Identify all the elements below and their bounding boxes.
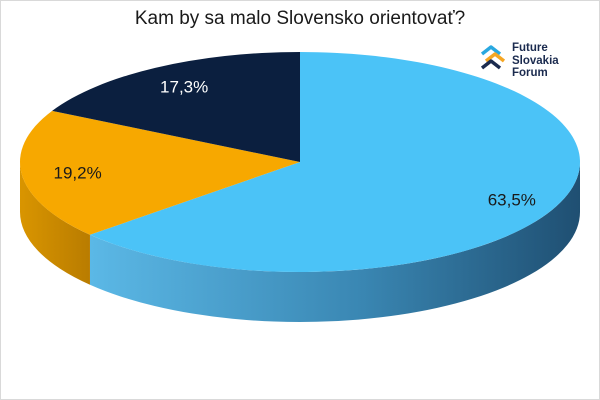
pie-data-label: 17,3% [160,78,208,97]
logo-line: Future [512,42,548,54]
pie-data-label: 63,5% [488,191,536,210]
future-slovakia-forum-logo-icon [480,45,506,70]
pie-slice [89,52,580,272]
pie-slice [19,110,300,235]
chart-title: Kam by sa malo Slovensko orientovať? [134,8,466,29]
pie-slice [52,52,301,162]
logo-line: Slovakia [512,54,559,67]
pie-data-label: 19,2% [53,163,101,182]
pie-slice-side [89,162,580,322]
logo-text: Future Slovakia Forum [512,42,559,80]
pie-slice-side [20,162,90,285]
logo: Future Slovakia Forum [478,42,593,86]
logo-line: Forum [512,67,548,79]
